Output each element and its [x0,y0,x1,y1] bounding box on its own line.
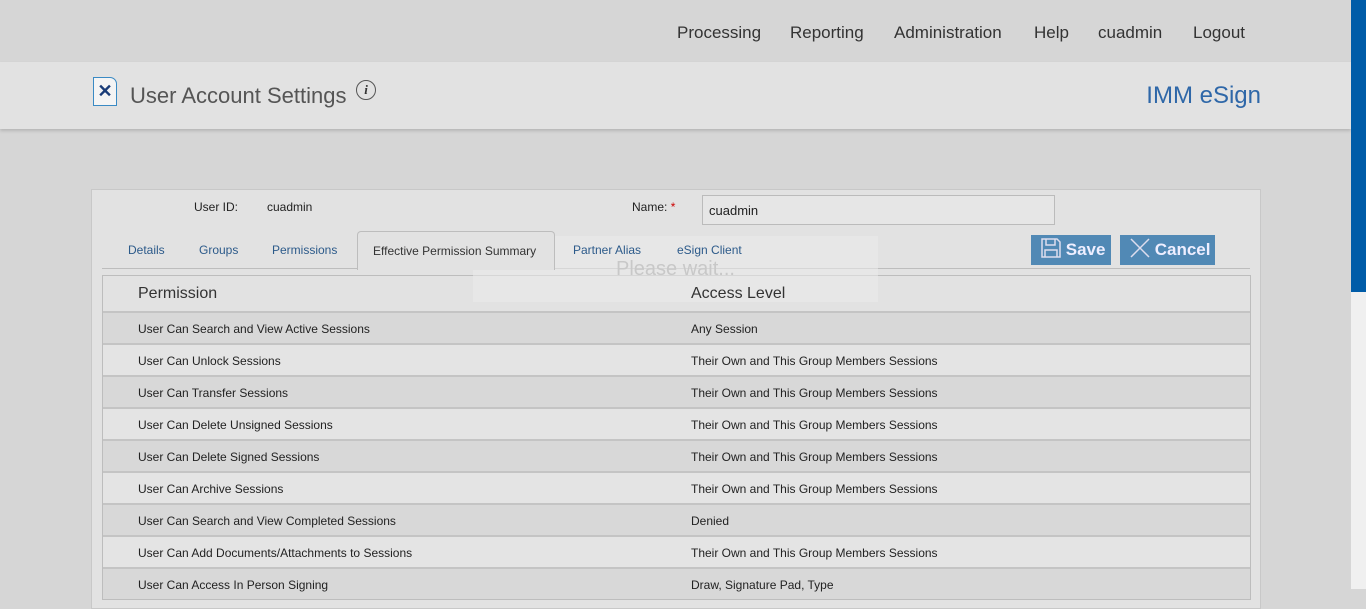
access-level-cell: Their Own and This Group Members Session… [691,386,938,400]
page-title: User Account Settings [130,83,347,108]
user-id-label: User ID: [194,200,239,214]
nav-administration[interactable]: Administration [894,23,1002,42]
table-row: User Can Transfer Sessions Their Own and … [103,375,1250,407]
nav-logout[interactable]: Logout [1193,23,1245,42]
name-input[interactable] [702,195,1055,225]
brand-logo: IMM eSign [1146,82,1261,109]
access-level-cell: Their Own and This Group Members Session… [691,546,938,560]
permission-cell: User Can Search and View Active Sessions [138,322,370,336]
table-row: User Can Search and View Active Sessions… [103,311,1250,343]
permission-summary-table: Permission Access Level User Can Search … [102,275,1251,600]
cancel-label: Cancel [1154,240,1211,259]
table-row: User Can Delete Signed Sessions Their Own… [103,439,1250,471]
info-icon[interactable]: i [356,80,376,100]
access-level-cell: Their Own and This Group Members Session… [691,482,938,496]
settings-document-icon: ✕ [93,77,117,106]
tab-esign-client[interactable]: eSign Client [677,243,742,257]
nav-reporting[interactable]: Reporting [790,23,864,42]
nav-processing[interactable]: Processing [677,23,762,42]
table-row: User Can Delete Unsigned Sessions Their O… [103,407,1250,439]
cancel-button[interactable]: Cancel [1120,235,1215,265]
permission-cell: User Can Unlock Sessions [138,354,281,368]
permission-cell: User Can Access In Person Signing [138,578,329,592]
permission-cell: User Can Delete Unsigned Sessions [138,418,333,432]
access-level-cell: Their Own and This Group Members Session… [691,450,938,464]
header-permission: Permission [138,285,218,302]
permission-cell: User Can Search and View Completed Sessi… [138,514,396,528]
page-header: ✕ User Account Settings i IMM eSign [0,62,1351,129]
table-header: Permission Access Level [103,276,1250,311]
floppy-disk-icon [1041,238,1061,258]
table-row: User Can Access In Person Signing Draw, S… [103,567,1250,599]
table-row: User Can Search and View Completed Sessi… [103,503,1250,535]
save-label: Save [1065,240,1106,259]
permission-cell: User Can Archive Sessions [138,482,284,496]
nav-user[interactable]: cuadmin [1098,23,1163,42]
table-row: User Can Add Documents/Attachments to Se… [103,535,1250,567]
settings-panel: User ID: cuadmin Name: * Details Groups … [91,189,1261,609]
permission-cell: User Can Add Documents/Attachments to Se… [138,546,413,560]
permission-cell: User Can Delete Signed Sessions [138,450,320,464]
required-marker: * [670,200,676,214]
scrollbar-thumb[interactable] [1351,0,1366,292]
permission-cell: User Can Transfer Sessions [138,386,289,400]
tab-groups[interactable]: Groups [199,243,239,257]
nav-help[interactable]: Help [1034,23,1069,42]
access-level-cell: Draw, Signature Pad, Type [691,578,834,592]
access-level-cell: Denied [691,514,730,528]
user-id-value: cuadmin [267,200,313,214]
tab-partner-alias[interactable]: Partner Alias [573,243,642,257]
scrollbar[interactable] [1351,0,1366,589]
table-row: User Can Archive Sessions Their Own and T… [103,471,1250,503]
tab-details[interactable]: Details [128,243,165,257]
name-label-text: Name: [632,200,668,214]
tab-permissions[interactable]: Permissions [272,243,338,257]
tab-effective-permission-summary[interactable]: Effective Permission Summary [357,231,555,270]
top-nav: Processing Reporting Administration Help… [0,0,1351,62]
access-level-cell: Their Own and This Group Members Session… [691,418,938,432]
access-level-cell: Any Session [691,322,758,336]
header-access-level: Access Level [691,285,786,302]
name-label: Name: * [632,200,675,214]
table-row: User Can Unlock Sessions Their Own and Th… [103,343,1250,375]
close-icon [1130,238,1150,258]
access-level-cell: Their Own and This Group Members Session… [691,354,938,368]
save-button[interactable]: Save [1031,235,1111,265]
